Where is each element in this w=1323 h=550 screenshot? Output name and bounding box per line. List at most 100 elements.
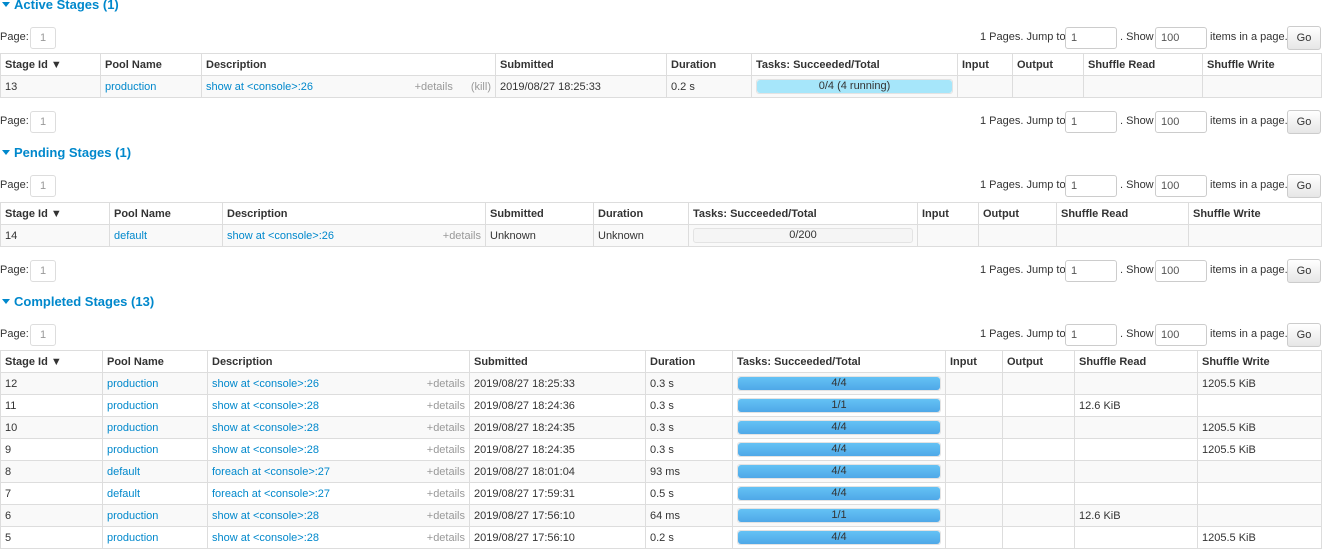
column-header[interactable]: Pool Name	[109, 202, 223, 225]
description-link[interactable]: show at <console>:28	[212, 509, 320, 522]
stage-id-cell: 6	[0, 504, 103, 527]
collapse-triangle-icon[interactable]	[2, 2, 10, 8]
pool-name-link[interactable]: default	[107, 465, 141, 478]
column-header[interactable]: Input	[957, 53, 1013, 76]
column-header[interactable]: Stage Id ▼	[0, 350, 103, 373]
go-button[interactable]: Go	[1287, 174, 1321, 198]
pool-name-link[interactable]: production	[107, 421, 159, 434]
column-header[interactable]: Duration	[666, 53, 752, 76]
description-link[interactable]: show at <console>:26	[227, 229, 335, 242]
section-heading[interactable]: Completed Stages (13)	[0, 294, 154, 309]
details-toggle[interactable]: +details	[426, 487, 465, 500]
tasks-cell: 4/4	[732, 372, 946, 395]
kill-link[interactable]: (kill)	[470, 80, 491, 93]
task-progress-bar: 4/4	[737, 464, 941, 479]
pool-name-link[interactable]: production	[107, 443, 159, 456]
column-header[interactable]: Pool Name	[102, 350, 208, 373]
description-link[interactable]: show at <console>:28	[212, 443, 320, 456]
page-size-input[interactable]: 100	[1155, 324, 1207, 346]
page-size-input[interactable]: 100	[1155, 27, 1207, 49]
column-header[interactable]: Description	[207, 350, 470, 373]
description-link[interactable]: foreach at <console>:27	[212, 465, 331, 478]
jump-to-input[interactable]: 1	[1065, 175, 1117, 197]
details-toggle[interactable]: +details	[442, 229, 481, 242]
column-header[interactable]: Submitted	[495, 53, 667, 76]
page-number-button[interactable]: 1	[30, 111, 56, 133]
column-header[interactable]: Stage Id ▼	[0, 202, 110, 225]
page-number-button[interactable]: 1	[30, 27, 56, 49]
column-header[interactable]: Submitted	[469, 350, 646, 373]
column-header[interactable]: Tasks: Succeeded/Total	[732, 350, 946, 373]
description-link[interactable]: show at <console>:28	[212, 399, 320, 412]
task-progress-bar: 1/1	[737, 508, 941, 523]
jump-to-input[interactable]: 1	[1065, 260, 1117, 282]
details-toggle[interactable]: +details	[414, 80, 453, 93]
page-number-button[interactable]: 1	[30, 324, 56, 346]
details-toggle[interactable]: +details	[426, 509, 465, 522]
details-toggle[interactable]: +details	[426, 377, 465, 390]
column-header[interactable]: Input	[917, 202, 979, 225]
details-toggle[interactable]: +details	[426, 421, 465, 434]
pool-name-link[interactable]: production	[107, 399, 159, 412]
jump-to-input[interactable]: 1	[1065, 111, 1117, 133]
input-cell	[945, 438, 1003, 461]
column-header[interactable]: Shuffle Write	[1188, 202, 1322, 225]
column-header[interactable]: Duration	[645, 350, 733, 373]
description-link[interactable]: foreach at <console>:27	[212, 487, 331, 500]
column-header[interactable]: Description	[201, 53, 496, 76]
collapse-triangle-icon[interactable]	[2, 299, 10, 305]
collapse-triangle-icon[interactable]	[2, 150, 10, 156]
pool-name-link[interactable]: production	[107, 531, 159, 544]
column-header[interactable]: Submitted	[485, 202, 594, 225]
column-header[interactable]: Shuffle Read	[1056, 202, 1189, 225]
column-header[interactable]: Input	[945, 350, 1003, 373]
column-header[interactable]: Shuffle Read	[1074, 350, 1198, 373]
description-link[interactable]: show at <console>:26	[206, 80, 314, 93]
pool-name-link[interactable]: production	[105, 80, 157, 93]
go-button[interactable]: Go	[1287, 259, 1321, 283]
progress-complete-fill	[738, 487, 940, 500]
go-button[interactable]: Go	[1287, 323, 1321, 347]
description-link[interactable]: show at <console>:28	[212, 531, 320, 544]
page-size-input[interactable]: 100	[1155, 260, 1207, 282]
go-button[interactable]: Go	[1287, 110, 1321, 134]
pool-name-link[interactable]: default	[107, 487, 141, 500]
column-header[interactable]: Duration	[593, 202, 689, 225]
tasks-cell: 4/4	[732, 482, 946, 505]
page-number-button[interactable]: 1	[30, 175, 56, 197]
column-header[interactable]: Shuffle Write	[1202, 53, 1322, 76]
pool-name-link[interactable]: production	[107, 377, 159, 390]
column-header[interactable]: Shuffle Write	[1197, 350, 1322, 373]
output-cell	[978, 224, 1057, 247]
description-link[interactable]: show at <console>:28	[212, 421, 320, 434]
details-toggle[interactable]: +details	[426, 443, 465, 456]
details-toggle[interactable]: +details	[426, 399, 465, 412]
jump-to-input[interactable]: 1	[1065, 27, 1117, 49]
column-header[interactable]: Shuffle Read	[1083, 53, 1203, 76]
page-size-input[interactable]: 100	[1155, 175, 1207, 197]
page-number-button[interactable]: 1	[30, 260, 56, 282]
section-heading[interactable]: Pending Stages (1)	[0, 145, 131, 160]
shuffle-write-cell	[1197, 482, 1322, 505]
column-header[interactable]: Tasks: Succeeded/Total	[688, 202, 918, 225]
details-toggle[interactable]: +details	[426, 465, 465, 478]
column-header[interactable]: Stage Id ▼	[0, 53, 101, 76]
section-heading[interactable]: Active Stages (1)	[0, 0, 119, 12]
description-link[interactable]: show at <console>:26	[212, 377, 320, 390]
stage-id-cell: 5	[0, 526, 103, 549]
details-toggle[interactable]: +details	[426, 531, 465, 544]
column-header[interactable]: Output	[1002, 350, 1075, 373]
stages-table: Stage Id ▼ Pool Name Description Submitted D…	[0, 53, 1322, 98]
page-size-input[interactable]: 100	[1155, 111, 1207, 133]
column-header[interactable]: Tasks: Succeeded/Total	[751, 53, 958, 76]
column-header[interactable]: Output	[1012, 53, 1084, 76]
column-header[interactable]: Output	[978, 202, 1057, 225]
pool-name-link[interactable]: default	[114, 229, 148, 242]
tasks-cell: 1/1	[732, 394, 946, 417]
jump-to-input[interactable]: 1	[1065, 324, 1117, 346]
column-header[interactable]: Pool Name	[100, 53, 202, 76]
pool-name-link[interactable]: production	[107, 509, 159, 522]
submitted-cell: 2019/08/27 18:24:35	[469, 438, 646, 461]
column-header[interactable]: Description	[222, 202, 486, 225]
go-button[interactable]: Go	[1287, 26, 1321, 50]
